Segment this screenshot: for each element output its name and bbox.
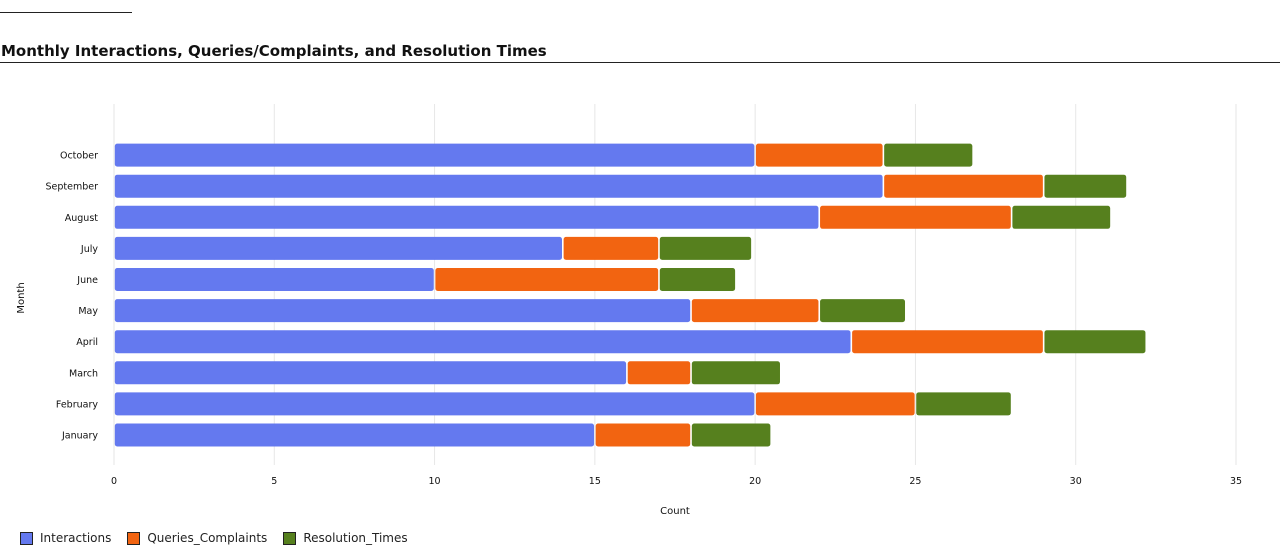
x-tick-label: 10 xyxy=(429,476,441,487)
bar-queries-complaints-october xyxy=(755,143,883,167)
bar-queries-complaints-september xyxy=(884,174,1043,198)
legend-swatch xyxy=(20,531,33,545)
bar-interactions-august xyxy=(114,205,819,229)
bar-queries-complaints-january xyxy=(595,423,691,447)
bar-queries-complaints-may xyxy=(691,299,819,323)
bar-interactions-june xyxy=(114,268,434,291)
legend-label: Interactions xyxy=(40,531,112,545)
y-tick-label: August xyxy=(65,213,99,224)
y-tick-label: May xyxy=(78,306,98,317)
x-tick-label: 25 xyxy=(909,476,921,487)
bar-interactions-january xyxy=(114,423,595,447)
bar-queries-complaints-february xyxy=(755,392,915,416)
bar-interactions-april xyxy=(114,330,851,354)
legend-swatch xyxy=(283,531,297,545)
bar-interactions-october xyxy=(114,143,755,167)
bar-interactions-may xyxy=(114,299,691,323)
x-tick-label: 15 xyxy=(589,476,601,487)
bar-resolution-times-may xyxy=(820,299,906,323)
x-tick-label: 20 xyxy=(749,476,761,487)
bar-resolution-times-october xyxy=(884,143,973,167)
legend-item-resolution-times: Resolution_Times xyxy=(283,531,408,545)
y-tick-label: June xyxy=(76,275,98,286)
legend-swatch xyxy=(127,531,141,545)
x-tick-label: 0 xyxy=(111,476,117,487)
y-tick-label: February xyxy=(56,399,98,410)
y-axis-title: Month xyxy=(16,282,27,313)
bar-resolution-times-march xyxy=(691,361,780,385)
bar-queries-complaints-march xyxy=(627,361,691,385)
bar-resolution-times-june xyxy=(659,268,736,291)
bar-resolution-times-january xyxy=(691,423,771,447)
legend-label: Queries_Complaints xyxy=(147,531,268,545)
y-tick-label: September xyxy=(45,182,98,193)
x-tick-label: 35 xyxy=(1230,476,1242,487)
bar-resolution-times-september xyxy=(1044,174,1127,198)
legend-label: Resolution_Times xyxy=(303,531,408,545)
y-tick-label: October xyxy=(60,151,98,162)
bar-resolution-times-april xyxy=(1044,330,1146,354)
bar-interactions-february xyxy=(114,392,755,416)
bar-queries-complaints-june xyxy=(435,268,659,291)
x-tick-label: 30 xyxy=(1070,476,1082,487)
bar-resolution-times-august xyxy=(1012,205,1111,229)
x-tick-label: 5 xyxy=(271,476,277,487)
top-rule xyxy=(0,12,132,13)
bar-interactions-july xyxy=(114,236,563,260)
bar-interactions-march xyxy=(114,361,627,385)
y-tick-label: March xyxy=(69,368,98,379)
legend-item-interactions: Interactions xyxy=(20,531,111,545)
chart-legend: Interactions Queries_Complaints Resolution… xyxy=(20,531,408,545)
y-tick-label: April xyxy=(76,337,98,348)
bar-resolution-times-july xyxy=(659,236,752,260)
x-axis-title: Count xyxy=(660,506,690,517)
bar-interactions-september xyxy=(114,174,883,198)
chart-title: Monthly Interactions, Queries/Complaints… xyxy=(1,42,547,60)
y-tick-label: July xyxy=(80,244,98,255)
bar-queries-complaints-april xyxy=(852,330,1043,354)
bar-queries-complaints-july xyxy=(563,236,659,260)
y-tick-label: January xyxy=(61,431,98,442)
legend-item-queries-complaints: Queries_Complaints xyxy=(127,531,267,545)
bar-resolution-times-february xyxy=(916,392,1011,416)
title-rule xyxy=(0,62,1280,63)
bar-queries-complaints-august xyxy=(820,205,1011,229)
